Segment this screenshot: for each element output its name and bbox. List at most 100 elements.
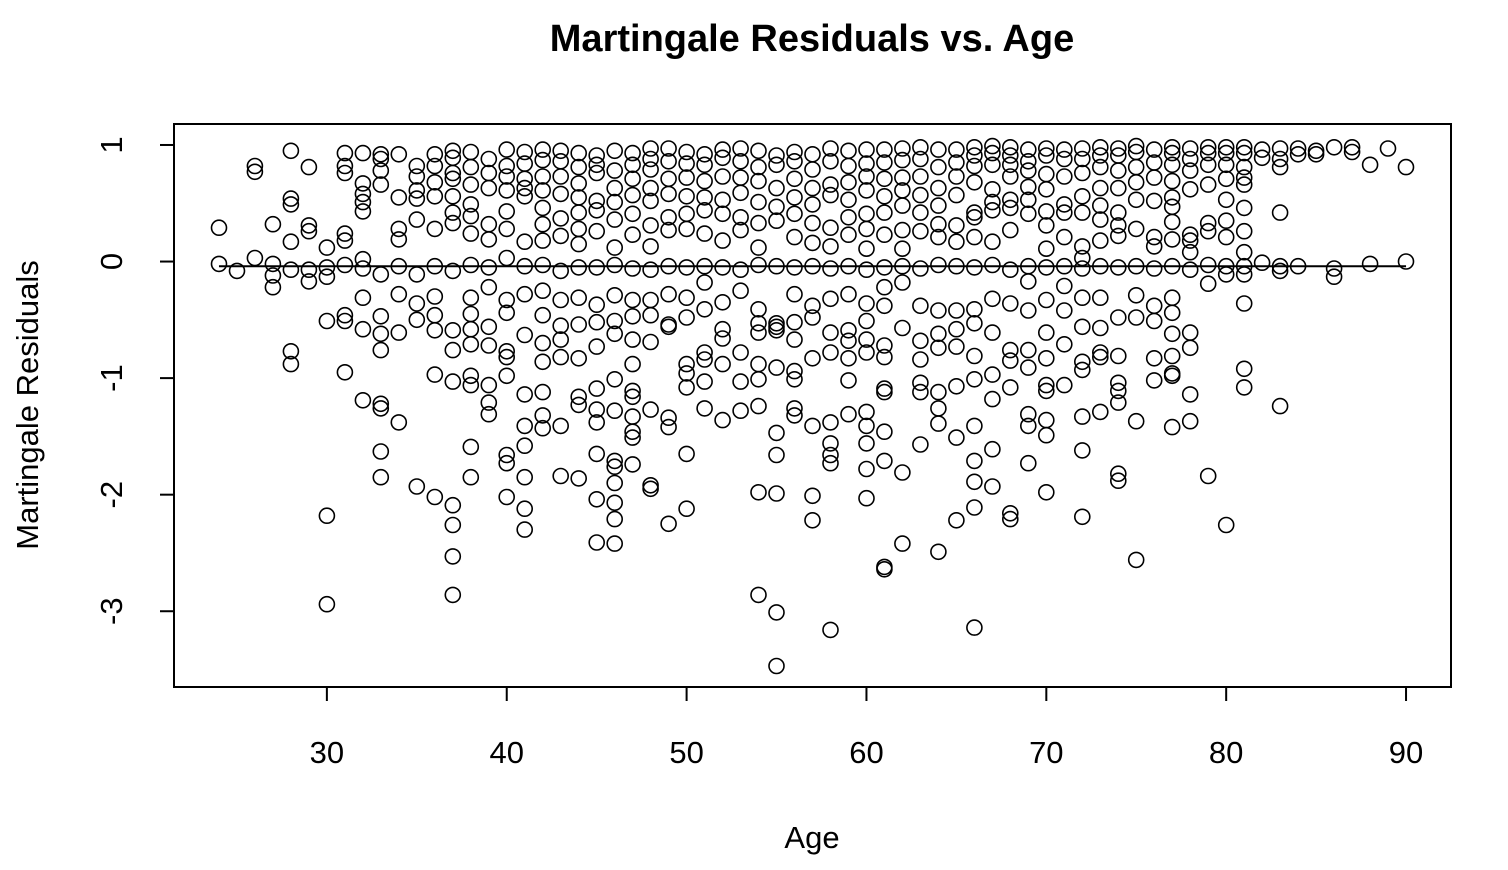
data-point — [534, 419, 552, 437]
data-point — [1235, 169, 1253, 186]
data-point — [1199, 156, 1217, 174]
data-point — [930, 141, 947, 158]
data-point — [1001, 191, 1019, 209]
data-point — [1110, 394, 1127, 411]
data-point — [948, 186, 965, 204]
data-point — [948, 217, 965, 234]
data-point — [588, 202, 606, 219]
data-point — [678, 143, 695, 161]
data-point — [1217, 212, 1235, 229]
data-point — [786, 189, 803, 206]
data-point — [462, 256, 480, 274]
data-point — [444, 204, 462, 221]
data-point — [1110, 472, 1127, 490]
data-point — [1038, 483, 1055, 501]
data-point — [1361, 255, 1379, 273]
data-point — [498, 304, 516, 322]
data-point — [498, 291, 516, 309]
data-point — [804, 417, 821, 435]
y-axis: 1 0 -1 -2 -3 — [94, 136, 175, 625]
data-point — [1038, 140, 1055, 157]
data-point — [822, 140, 839, 157]
data-point — [750, 355, 767, 373]
data-point — [606, 193, 624, 211]
data-point — [1038, 426, 1055, 444]
data-point — [948, 154, 965, 171]
data-point — [1038, 165, 1055, 183]
data-point — [1181, 226, 1199, 243]
data-point — [1074, 260, 1091, 277]
data-point — [516, 233, 534, 250]
data-point — [840, 332, 857, 350]
data-point — [426, 306, 444, 324]
data-point — [1145, 312, 1163, 330]
data-point — [606, 535, 624, 552]
data-point — [894, 140, 911, 157]
data-point — [1235, 295, 1253, 312]
data-point — [354, 185, 372, 203]
data-point — [624, 186, 641, 204]
data-point — [426, 174, 444, 191]
x-tick-label: 70 — [1029, 735, 1063, 770]
data-point — [714, 320, 731, 338]
data-point — [1001, 221, 1019, 239]
x-tick-label: 40 — [489, 735, 523, 770]
data-point — [1199, 176, 1217, 193]
data-point — [534, 383, 552, 401]
data-point — [804, 487, 821, 505]
data-point — [876, 170, 893, 188]
data-point — [804, 161, 821, 178]
data-point — [390, 189, 408, 206]
data-point — [930, 256, 947, 274]
data-point — [516, 326, 534, 344]
data-point — [570, 220, 588, 238]
data-point — [426, 321, 444, 339]
data-point — [462, 468, 480, 486]
data-point — [750, 397, 767, 415]
data-point — [498, 182, 516, 199]
data-point — [966, 204, 983, 221]
data-point — [768, 359, 785, 376]
data-point — [1181, 243, 1199, 261]
data-point — [336, 312, 354, 330]
data-point — [1235, 199, 1253, 217]
data-point — [732, 153, 749, 170]
data-point — [1343, 143, 1361, 161]
data-point — [372, 146, 390, 163]
data-point — [570, 349, 588, 367]
data-point — [552, 467, 570, 485]
data-point — [1271, 140, 1289, 157]
data-point — [228, 262, 246, 280]
data-point — [390, 414, 408, 431]
data-point — [444, 496, 462, 514]
data-point — [534, 334, 552, 352]
data-point — [660, 170, 677, 188]
data-point — [624, 291, 641, 309]
data-point — [354, 144, 372, 162]
data-point — [336, 164, 354, 182]
data-point — [588, 259, 606, 276]
data-point — [498, 157, 516, 175]
data-point — [750, 158, 767, 176]
data-point — [930, 400, 947, 417]
data-point — [300, 222, 318, 240]
data-point — [714, 205, 731, 223]
data-point — [498, 446, 516, 464]
data-point — [786, 228, 803, 246]
data-point — [282, 261, 300, 279]
data-point — [408, 168, 426, 185]
data-point — [624, 388, 641, 406]
data-point — [552, 227, 570, 245]
data-point — [750, 214, 767, 232]
data-point — [984, 156, 1001, 174]
data-point — [1092, 319, 1109, 337]
data-point — [372, 395, 390, 413]
data-point — [1020, 454, 1037, 472]
data-point — [894, 169, 911, 186]
data-point — [354, 203, 372, 220]
data-point — [858, 220, 875, 238]
data-point — [984, 290, 1001, 308]
data-point — [282, 342, 300, 360]
data-point — [768, 147, 785, 164]
